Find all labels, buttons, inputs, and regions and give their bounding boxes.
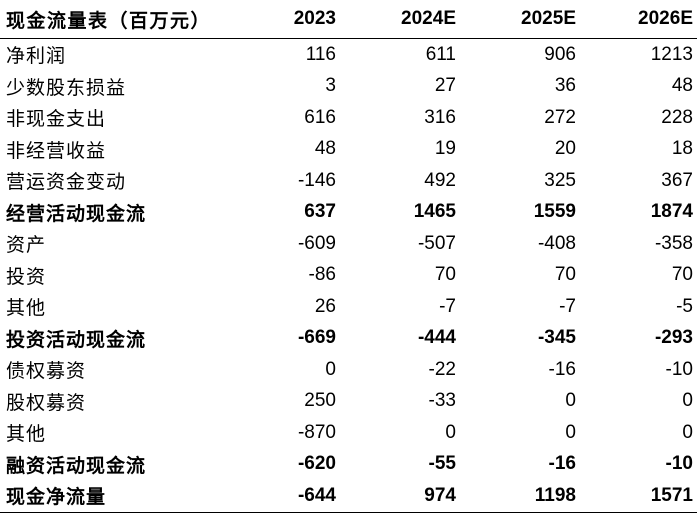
row-value: -620 <box>297 453 336 475</box>
table-row: 资产 -609 -507 -408 -358 <box>0 228 697 260</box>
row-value: 70 <box>554 264 576 286</box>
row-label: 其他 <box>6 297 47 320</box>
row-value: 18 <box>671 138 693 160</box>
row-value: -408 <box>537 232 576 254</box>
row-label: 融资活动现金流 <box>6 454 147 477</box>
row-value: -609 <box>297 232 336 254</box>
table-row: 债权募资 0 -22 -16 -10 <box>0 354 697 386</box>
table-row: 经营活动现金流 637 1465 1559 1874 <box>0 197 697 229</box>
row-value: 0 <box>565 421 576 443</box>
row-value: 616 <box>304 106 336 128</box>
row-value: -358 <box>654 232 693 254</box>
row-label: 债权募资 <box>6 360 87 383</box>
table-row: 现金净流量 -644 974 1198 1571 <box>0 480 697 513</box>
row-value: 3 <box>325 75 336 97</box>
row-value: 19 <box>434 138 456 160</box>
table-row: 营运资金变动 -146 492 325 367 <box>0 165 697 197</box>
row-value: -870 <box>297 421 336 443</box>
row-value: 27 <box>434 75 456 97</box>
row-value: -10 <box>665 358 693 380</box>
row-label: 投资 <box>6 265 47 288</box>
row-value: -22 <box>428 358 456 380</box>
row-value: 611 <box>425 43 456 65</box>
row-value: 316 <box>424 106 456 128</box>
row-value: 637 <box>304 201 336 223</box>
year-2024e-header: 2024E <box>401 8 456 29</box>
table-row: 融资活动现金流 -620 -55 -16 -10 <box>0 449 697 481</box>
row-value: 228 <box>661 106 693 128</box>
row-value: 48 <box>314 138 336 160</box>
table-row: 净利润 116 611 906 1213 <box>0 39 697 71</box>
row-label: 经营活动现金流 <box>6 202 147 225</box>
row-label: 其他 <box>6 423 47 446</box>
row-value: -644 <box>297 484 336 506</box>
row-value: -293 <box>654 327 693 349</box>
row-value: -86 <box>308 264 336 286</box>
table-row: 其他 26 -7 -7 -5 <box>0 291 697 323</box>
row-value: -444 <box>417 327 456 349</box>
row-value: 0 <box>445 421 456 443</box>
row-value: 325 <box>544 169 576 191</box>
row-value: -16 <box>548 453 576 475</box>
row-value: 36 <box>554 75 576 97</box>
row-value: -33 <box>428 390 456 412</box>
table-row: 非现金支出 616 316 272 228 <box>0 102 697 134</box>
row-value: -507 <box>417 232 456 254</box>
row-value: 906 <box>544 43 576 65</box>
year-2025e-header: 2025E <box>521 8 576 29</box>
row-value: 48 <box>671 75 693 97</box>
table-title: 现金流量表（百万元） <box>6 9 212 32</box>
row-label: 投资活动现金流 <box>6 328 147 351</box>
row-value: -16 <box>548 358 576 380</box>
row-value: 250 <box>304 390 336 412</box>
row-value: 1213 <box>650 43 693 65</box>
table-header: 现金流量表（百万元） 2023 2024E 2025E 2026E <box>0 0 697 39</box>
row-value: 116 <box>305 43 336 65</box>
row-label: 现金净流量 <box>6 486 107 509</box>
row-label: 净利润 <box>6 45 67 68</box>
year-2023-header: 2023 <box>293 8 336 29</box>
row-value: 0 <box>682 390 693 412</box>
row-value: 492 <box>424 169 456 191</box>
row-value: 367 <box>661 169 693 191</box>
row-label: 非经营收益 <box>6 139 107 162</box>
row-value: 1465 <box>413 201 456 223</box>
table-row: 投资 -86 70 70 70 <box>0 260 697 292</box>
row-value: 1198 <box>534 484 576 506</box>
row-value: -10 <box>665 453 693 475</box>
table-body: 净利润 116 611 906 1213 少数股东损益 3 27 36 48 非现金支出 616 316… <box>0 39 697 513</box>
row-value: -146 <box>297 169 336 191</box>
row-value: -7 <box>439 295 456 317</box>
row-value: 1874 <box>650 201 693 223</box>
row-label: 少数股东损益 <box>6 76 127 99</box>
table-row: 其他 -870 0 0 0 <box>0 417 697 449</box>
row-value: 26 <box>314 295 336 317</box>
row-value: -5 <box>676 295 693 317</box>
row-value: -7 <box>559 295 576 317</box>
row-label: 非现金支出 <box>6 108 107 131</box>
row-label: 资产 <box>6 234 47 257</box>
row-value: 70 <box>434 264 456 286</box>
row-value: 272 <box>544 106 576 128</box>
year-2026e-header: 2026E <box>638 8 693 29</box>
row-value: 1559 <box>533 201 576 223</box>
row-value: 0 <box>682 421 693 443</box>
table-row: 股权募资 250 -33 0 0 <box>0 386 697 418</box>
row-label: 股权募资 <box>6 391 87 414</box>
row-value: -669 <box>297 327 336 349</box>
row-value: -345 <box>537 327 576 349</box>
table-row: 投资活动现金流 -669 -444 -345 -293 <box>0 323 697 355</box>
row-value: -55 <box>428 453 456 475</box>
row-value: 974 <box>424 484 456 506</box>
row-value: 1571 <box>650 484 693 506</box>
row-value: 70 <box>671 264 693 286</box>
table-row: 非经营收益 48 19 20 18 <box>0 134 697 166</box>
table-row: 少数股东损益 3 27 36 48 <box>0 71 697 103</box>
row-value: 0 <box>325 358 336 380</box>
row-value: 20 <box>554 138 576 160</box>
row-label: 营运资金变动 <box>6 171 127 194</box>
row-value: 0 <box>565 390 576 412</box>
